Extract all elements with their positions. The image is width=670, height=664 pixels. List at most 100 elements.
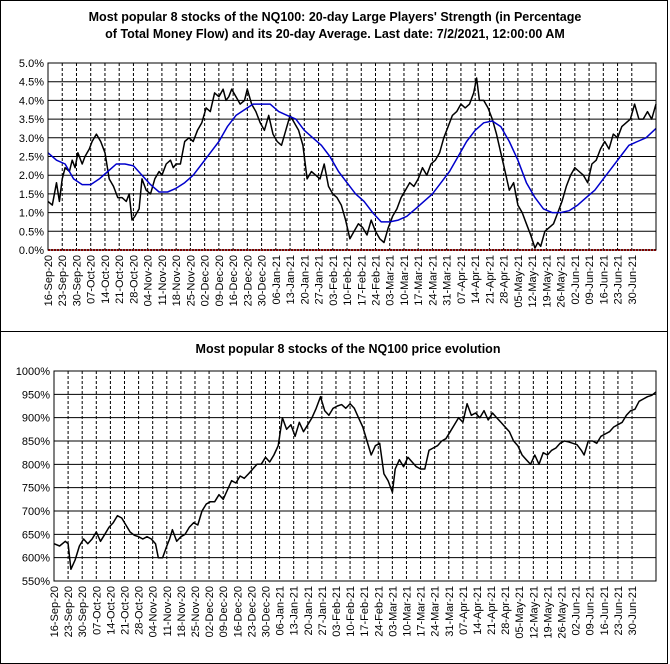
chart-title: Most popular 8 stocks of the NQ100 price… xyxy=(196,342,501,356)
x-tick-label: 18-Nov-20 xyxy=(176,586,188,637)
y-tick-label: 900% xyxy=(22,413,50,425)
y-tick-label: 1.5% xyxy=(19,189,44,201)
x-tick-label: 30-Dec-20 xyxy=(260,586,272,637)
y-tick-label: 800% xyxy=(22,459,50,471)
y-tick-label: 650% xyxy=(22,529,50,541)
x-tick-label: 09-Dec-20 xyxy=(218,586,230,637)
x-tick-label: 24-Mar-21 xyxy=(430,586,442,637)
x-tick-label: 06-Jan-21 xyxy=(275,586,287,636)
plot-frame xyxy=(47,62,657,251)
x-tick-label: 23-Sep-20 xyxy=(63,586,75,637)
x-tick-label: 31-Mar-21 xyxy=(442,255,454,306)
x-tick-label: 30-Sep-20 xyxy=(77,586,89,637)
x-tick-label: 28-Oct-20 xyxy=(134,586,146,635)
y-tick-label: 4.5% xyxy=(19,77,44,89)
x-tick-label: 09-Dec-20 xyxy=(214,255,226,306)
x-tick-label: 31-Mar-21 xyxy=(444,586,456,637)
y-tick-label: 0.0% xyxy=(19,245,44,257)
x-tick-label: 14-Oct-20 xyxy=(100,255,112,304)
x-tick-label: 07-Oct-20 xyxy=(91,586,103,635)
x-tick-label: 17-Mar-21 xyxy=(413,255,425,306)
x-tick-label: 02-Dec-20 xyxy=(204,586,216,637)
x-tick-label: 17-Feb-21 xyxy=(359,586,371,637)
x-tick-label: 21-Oct-20 xyxy=(114,255,126,304)
x-tick-label: 28-Oct-20 xyxy=(128,255,140,304)
y-tick-label: 3.0% xyxy=(19,133,44,145)
x-tick-label: 10-Feb-21 xyxy=(345,586,357,637)
x-tick-label: 23-Dec-20 xyxy=(246,586,258,637)
x-tick-label: 14-Apr-21 xyxy=(470,255,482,304)
x-tick-label: 30-Jun-21 xyxy=(627,255,639,305)
x-tick-label: 09-Jun-21 xyxy=(584,255,596,305)
x-tick-label: 21-Apr-21 xyxy=(484,255,496,304)
y-tick-label: 4.0% xyxy=(19,95,44,107)
y-tick-label: 750% xyxy=(22,483,50,495)
x-tick-label: 18-Nov-20 xyxy=(171,255,183,306)
x-tick-label: 21-Apr-21 xyxy=(486,586,498,635)
series-line-1 xyxy=(47,103,657,223)
x-tick-label: 16-Sep-20 xyxy=(49,586,61,637)
x-tick-label: 23-Jun-21 xyxy=(613,586,625,636)
x-tick-label: 24-Mar-21 xyxy=(427,255,439,306)
x-tick-label: 02-Jun-21 xyxy=(570,255,582,305)
x-tick-label: 10-Mar-21 xyxy=(399,255,411,306)
x-tick-label: 26-May-21 xyxy=(556,255,568,308)
x-tick-label: 07-Oct-20 xyxy=(86,255,98,304)
x-tick-label: 27-Jan-21 xyxy=(314,255,326,305)
x-tick-label: 28-Apr-21 xyxy=(499,255,511,304)
x-tick-label: 12-May-21 xyxy=(528,586,540,639)
x-tick-label: 12-May-21 xyxy=(527,255,539,308)
x-tick-label: 23-Sep-20 xyxy=(57,255,69,306)
y-tick-label: 1000% xyxy=(16,366,50,378)
x-tick-label: 07-Apr-21 xyxy=(456,255,468,304)
y-tick-label: 700% xyxy=(22,506,50,518)
y-tick-label: 550% xyxy=(22,576,50,588)
x-tick-label: 13-Jan-21 xyxy=(289,586,301,636)
y-tick-label: 0.5% xyxy=(19,226,44,238)
x-tick-label: 03-Feb-21 xyxy=(328,255,340,306)
x-tick-label: 20-Jan-21 xyxy=(299,255,311,305)
x-tick-label: 04-Nov-20 xyxy=(143,255,155,306)
strength-chart-panel xyxy=(0,0,668,332)
x-tick-label: 13-Jan-21 xyxy=(285,255,297,305)
x-tick-label: 28-Apr-21 xyxy=(500,586,512,635)
x-tick-label: 02-Dec-20 xyxy=(200,255,212,306)
y-tick-label: 5.0% xyxy=(19,58,44,70)
plot-frame xyxy=(53,370,657,582)
price-chart-panel xyxy=(0,331,668,664)
x-tick-label: 14-Apr-21 xyxy=(472,586,484,635)
x-tick-label: 19-May-21 xyxy=(542,586,554,639)
x-tick-label: 24-Feb-21 xyxy=(370,255,382,306)
x-tick-label: 04-Nov-20 xyxy=(148,586,160,637)
y-tick-label: 2.5% xyxy=(19,152,44,164)
x-tick-label: 27-Jan-21 xyxy=(317,586,329,636)
series-line-0 xyxy=(47,77,657,249)
chart-title-line1: Most popular 8 stocks of the NQ100: 20-d… xyxy=(89,10,582,24)
x-tick-label: 30-Jun-21 xyxy=(627,586,639,636)
x-tick-label: 25-Nov-20 xyxy=(185,255,197,306)
x-tick-label: 16-Jun-21 xyxy=(598,255,610,305)
x-tick-label: 19-May-21 xyxy=(541,255,553,308)
y-tick-label: 3.5% xyxy=(19,114,44,126)
x-tick-label: 05-May-21 xyxy=(514,586,526,639)
x-tick-label: 09-Jun-21 xyxy=(585,586,597,636)
x-tick-label: 26-May-21 xyxy=(557,586,569,639)
x-tick-label: 02-Jun-21 xyxy=(571,586,583,636)
chart-title-line2: of Total Money Flow) and its 20-day Aver… xyxy=(105,27,565,41)
x-tick-label: 30-Sep-20 xyxy=(71,255,83,306)
y-tick-label: 850% xyxy=(22,436,50,448)
strength-chart: Most popular 8 stocks of the NQ100: 20-d… xyxy=(19,10,657,308)
x-tick-label: 16-Sep-20 xyxy=(43,255,55,306)
x-tick-label: 11-Nov-20 xyxy=(162,586,174,637)
x-tick-label: 10-Feb-21 xyxy=(342,255,354,306)
x-tick-label: 03-Mar-21 xyxy=(387,586,399,637)
x-tick-label: 06-Jan-21 xyxy=(271,255,283,305)
x-tick-label: 05-May-21 xyxy=(513,255,525,308)
x-tick-label: 11-Nov-20 xyxy=(157,255,169,306)
x-tick-label: 23-Jun-21 xyxy=(613,255,625,305)
x-tick-label: 03-Feb-21 xyxy=(331,586,343,637)
x-tick-label: 16-Dec-20 xyxy=(228,255,240,306)
x-tick-label: 03-Mar-21 xyxy=(385,255,397,306)
x-tick-label: 30-Dec-20 xyxy=(257,255,269,306)
